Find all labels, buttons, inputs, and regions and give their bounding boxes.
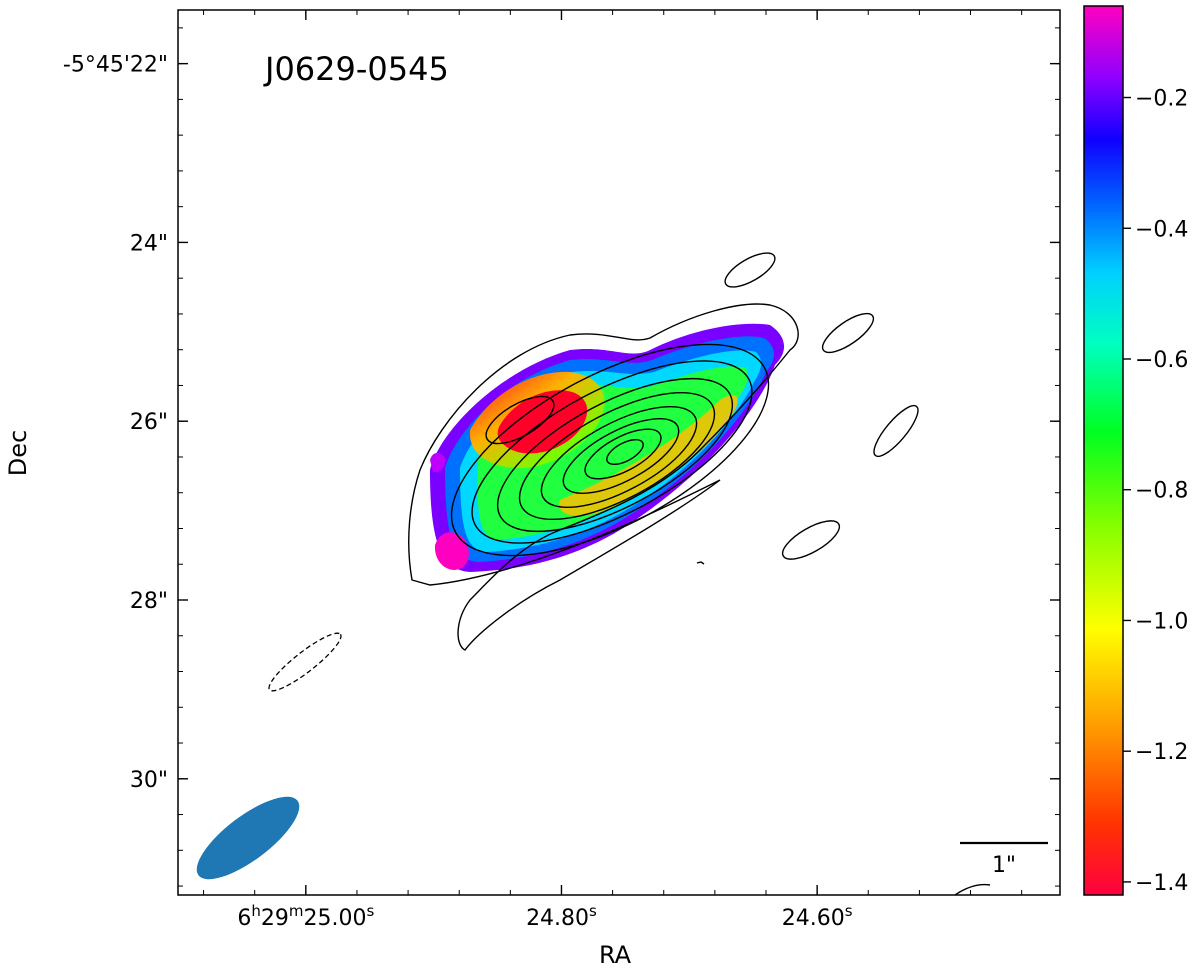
colorbar-tick-label: −1.4 (1135, 871, 1188, 896)
source-name: J0629-0545 (263, 50, 449, 88)
contour-level-3 (471, 360, 753, 544)
y-tick-label: 26" (130, 410, 168, 435)
colorbar-tick-label: −1.0 (1135, 609, 1188, 634)
colorbar-gradient (1083, 5, 1124, 896)
x-tick-label: 24.60s (782, 902, 853, 931)
core-yellow-rim (559, 395, 738, 516)
y-tick-label: 24" (130, 231, 168, 256)
contour-blob-2 (821, 312, 875, 354)
contour-level-1 (408, 303, 799, 651)
contour-blob-4 (781, 520, 841, 560)
contour-blob-1 (724, 252, 776, 288)
source-magenta-edge (434, 532, 469, 570)
contour-level-7 (562, 418, 680, 494)
x-tick-label: 24.80s (526, 902, 597, 931)
y-axis-label: Dec (4, 430, 32, 476)
colorbar-tick-label: −0.4 (1135, 217, 1188, 242)
contour-blob-3 (873, 404, 919, 458)
scale-bar-label: 1" (992, 853, 1016, 878)
y-tick-label: 28" (130, 589, 168, 614)
beam-ellipse (196, 796, 300, 880)
colorbar-tick-label: −0.2 (1135, 87, 1188, 112)
image-layer (196, 252, 1048, 895)
axes: -5°45'22" 24" 26" 28" 30" 6h29m25.00s 24.80s 24… (63, 10, 1060, 931)
colorbar: −0.2 −0.4 −0.6 −0.8 −1.0 −1.2 −1.4 (1083, 5, 1188, 896)
contours (408, 252, 991, 895)
contour-lobe (485, 395, 555, 445)
colorbar-ticks: −0.2 −0.4 −0.6 −0.8 −1.0 −1.2 −1.4 (1123, 87, 1188, 896)
contour-edge (954, 883, 991, 895)
x-tick-label: 6h29m25.00s (237, 902, 374, 931)
contour-level-8 (584, 428, 662, 480)
contour-level-6 (540, 405, 698, 509)
colorbar-tick-label: −0.8 (1135, 479, 1188, 504)
contour-level-5 (518, 391, 716, 521)
source-violet-edge (430, 452, 446, 473)
y-tick-label: 30" (130, 768, 168, 793)
y-tick-label: -5°45'22" (63, 53, 168, 78)
colorbar-tick-label: −0.6 (1135, 348, 1188, 373)
contour-speck (696, 561, 705, 565)
x-axis-label: RA (599, 941, 632, 969)
negative-contour (268, 632, 342, 692)
contour-level-4 (496, 377, 734, 533)
contour-level-2 (450, 343, 770, 557)
contour-level-9 (606, 438, 644, 466)
colorbar-tick-label: −1.2 (1135, 740, 1188, 765)
